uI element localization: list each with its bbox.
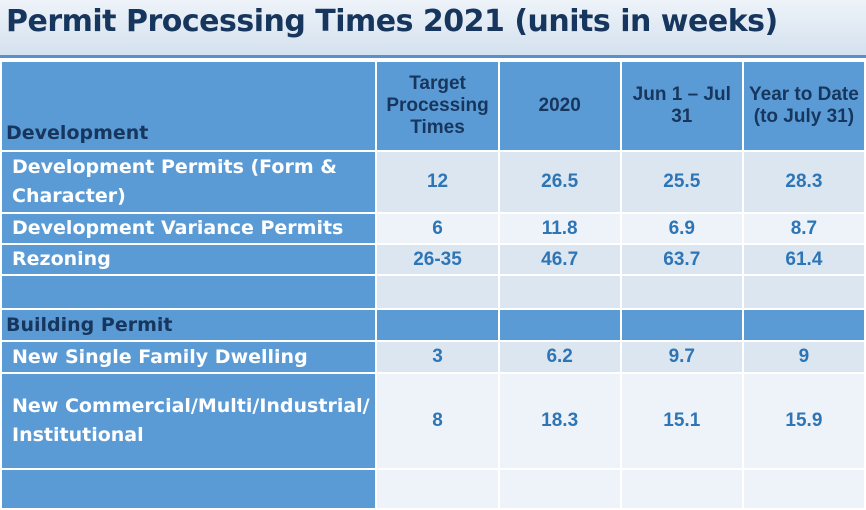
spacer-row xyxy=(0,468,866,510)
ytd-cell: 9 xyxy=(741,340,866,374)
ytd-cell: 28.3 xyxy=(741,150,866,214)
jun-jul-cell: 9.7 xyxy=(619,340,744,374)
header-target: Target Processing Times xyxy=(375,60,500,152)
ytd-cell: 15.9 xyxy=(741,372,866,470)
page-title: Permit Processing Times 2021 (units in w… xyxy=(6,4,778,39)
section-building-permit: Building Permit xyxy=(0,308,378,342)
y2020-cell: 6.2 xyxy=(497,340,622,374)
header-ytd: Year to Date (to July 31) xyxy=(741,60,866,152)
ytd-cell: 8.7 xyxy=(741,212,866,245)
table-row: Development Variance Permits 6 11.8 6.9 … xyxy=(0,212,866,245)
ytd-cell: 61.4 xyxy=(741,243,866,276)
header-row: Development Target Processing Times 2020… xyxy=(0,60,866,152)
table-row: New Single Family Dwelling 3 6.2 9.7 9 xyxy=(0,340,866,374)
row-label: New Single Family Dwelling xyxy=(0,340,378,374)
y2020-cell: 26.5 xyxy=(497,150,622,214)
row-label: New Commercial/Multi/Industrial/Institut… xyxy=(0,372,378,470)
jun-jul-cell: 25.5 xyxy=(619,150,744,214)
y2020-cell: 18.3 xyxy=(497,372,622,470)
section-row: Building Permit xyxy=(0,308,866,342)
jun-jul-cell: 15.1 xyxy=(619,372,744,470)
table-row: Rezoning 26-35 46.7 63.7 61.4 xyxy=(0,243,866,276)
target-cell: 26-35 xyxy=(375,243,500,276)
target-cell: 8 xyxy=(375,372,500,470)
y2020-cell: 11.8 xyxy=(497,212,622,245)
row-label: Development Permits (Form & Character) xyxy=(0,150,378,214)
jun-jul-cell: 6.9 xyxy=(619,212,744,245)
row-label: Development Variance Permits xyxy=(0,212,378,245)
title-bar: Permit Processing Times 2021 (units in w… xyxy=(0,0,866,58)
target-cell: 12 xyxy=(375,150,500,214)
jun-jul-cell: 63.7 xyxy=(619,243,744,276)
spacer-row xyxy=(0,274,866,310)
table-row: Development Permits (Form & Character) 1… xyxy=(0,150,866,214)
target-cell: 3 xyxy=(375,340,500,374)
header-2020: 2020 xyxy=(497,60,622,152)
permit-times-table: Development Target Processing Times 2020… xyxy=(0,60,866,510)
header-jun-jul: Jun 1 – Jul 31 xyxy=(619,60,744,152)
table-row: New Commercial/Multi/Industrial/Institut… xyxy=(0,372,866,470)
row-label: Rezoning xyxy=(0,243,378,276)
header-development: Development xyxy=(0,60,378,152)
target-cell: 6 xyxy=(375,212,500,245)
y2020-cell: 46.7 xyxy=(497,243,622,276)
